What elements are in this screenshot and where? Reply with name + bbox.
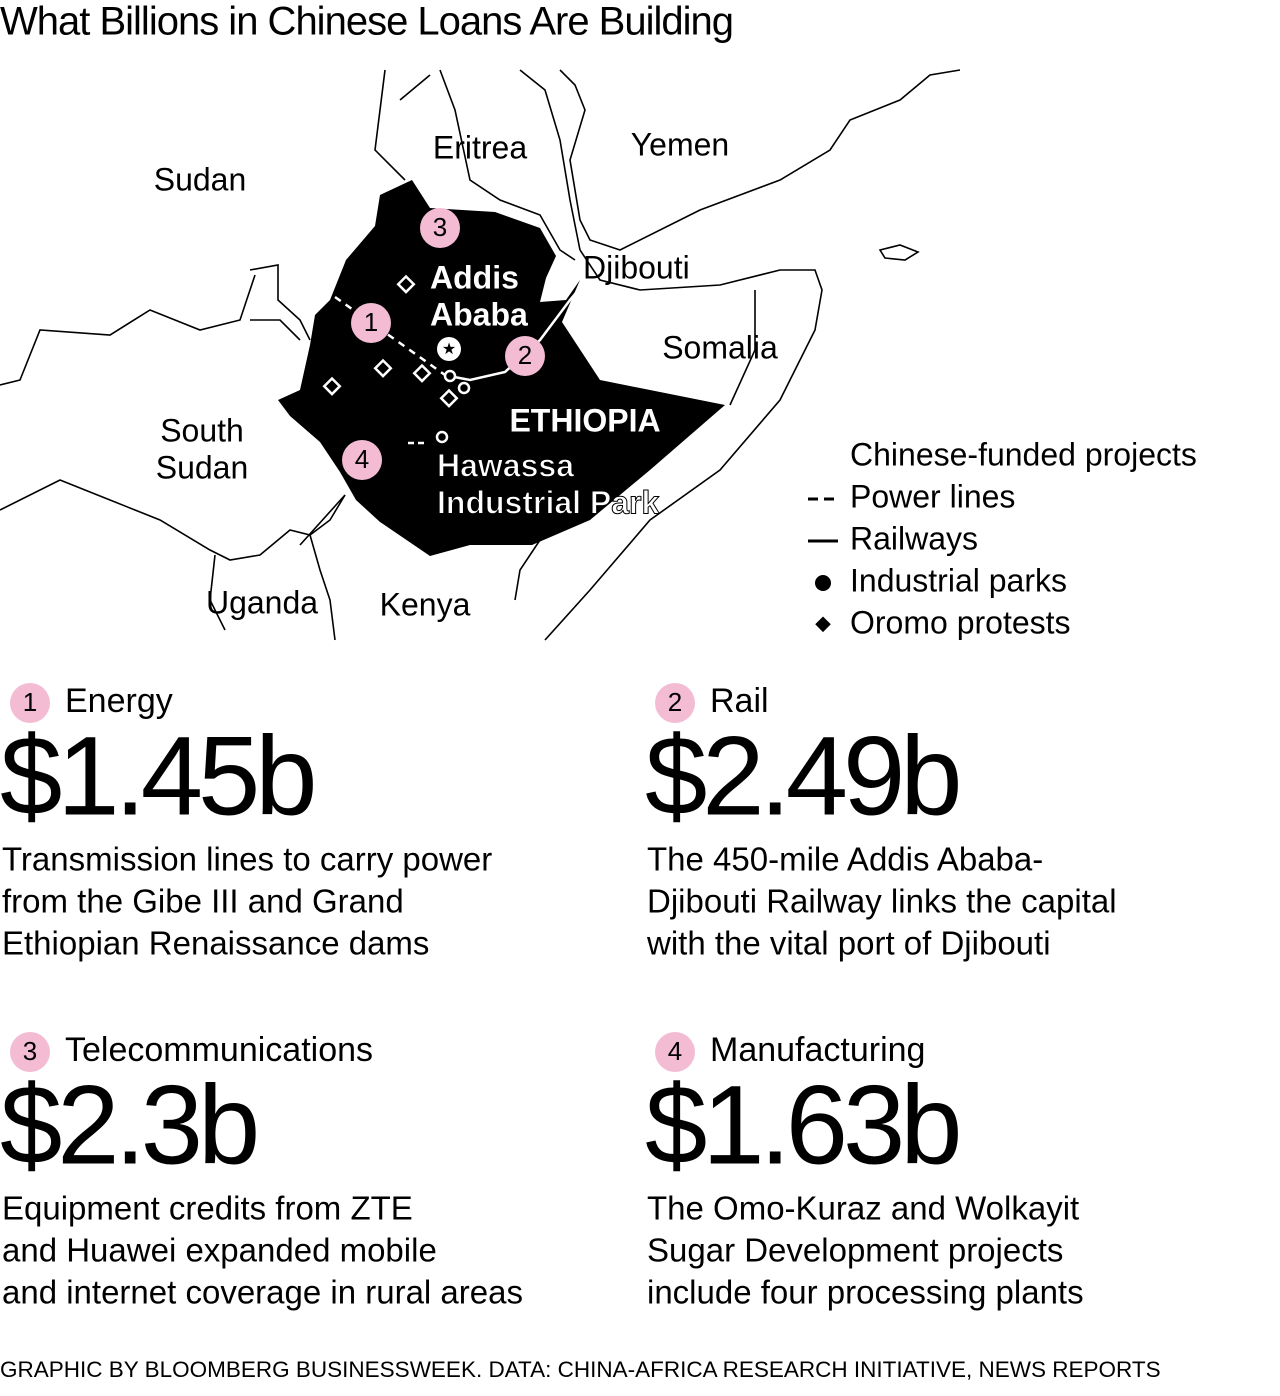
- card-description: include four processing plants: [647, 1274, 1084, 1311]
- border: [559, 69, 961, 251]
- map-label: Ababa: [430, 296, 528, 332]
- card-description: and Huawei expanded mobile: [2, 1232, 437, 1269]
- map-label: Sudan: [156, 449, 249, 485]
- legend-item: Oromo protests: [850, 604, 1071, 640]
- card-badge: [10, 1032, 50, 1072]
- ethiopia: [278, 180, 725, 556]
- footer-credit: GRAPHIC BY BLOOMBERG BUSINESSWEEK. DATA:…: [0, 1357, 1161, 1382]
- card-category: Energy: [65, 682, 173, 720]
- project-marker: [420, 208, 460, 248]
- title: What Billions in Chinese Loans Are Build…: [0, 0, 733, 44]
- card-description: with the vital port of Djibouti: [646, 925, 1051, 962]
- card-description: The Omo-Kuraz and Wolkayit: [647, 1190, 1079, 1227]
- legend-item: Industrial parks: [850, 562, 1067, 598]
- card-description: Ethiopian Renaissance dams: [2, 925, 429, 962]
- legend-symbols: [808, 497, 838, 633]
- project-marker: [505, 336, 545, 376]
- capital: [437, 337, 461, 361]
- legend-item: Power lines: [850, 478, 1015, 514]
- map-label: ETHIOPIA: [509, 402, 660, 438]
- map-label: South: [160, 412, 244, 448]
- border: [249, 264, 311, 341]
- card-description: Sugar Development projects: [647, 1232, 1063, 1269]
- map-label: Sudan: [154, 161, 247, 197]
- project-marker-number: 1: [364, 307, 378, 337]
- card-badge: [655, 683, 695, 723]
- border: [374, 69, 581, 261]
- map-label: Yemen: [631, 126, 729, 162]
- map-label: Hawassa: [437, 447, 574, 483]
- map: ★: [0, 69, 961, 641]
- card-number: 1: [23, 687, 37, 717]
- card-description: Transmission lines to carry power: [2, 841, 492, 878]
- card-description: and internet coverage in rural areas: [2, 1274, 523, 1311]
- card-number: 2: [668, 687, 682, 717]
- power-line: [334, 295, 446, 377]
- card-category: Rail: [710, 682, 769, 720]
- map-label: Industrial Park: [437, 484, 660, 520]
- card-description: from the Gibe III and Grand: [2, 883, 404, 920]
- protest-markers: [322, 274, 459, 408]
- border: [0, 274, 301, 386]
- card-amount: $1.63b: [645, 1063, 958, 1188]
- card-badge: [655, 1032, 695, 1072]
- project-marker: [351, 303, 391, 343]
- card-description: The 450-mile Addis Ababa-: [647, 841, 1043, 878]
- border: [544, 249, 823, 641]
- card-number: 3: [23, 1036, 37, 1066]
- project-marker-number: 2: [518, 340, 532, 370]
- project-marker: [342, 440, 382, 480]
- border: [878, 244, 920, 261]
- card-amount: $2.3b: [0, 1063, 256, 1188]
- card-amount: $1.45b: [0, 714, 313, 839]
- project-marker-number: 4: [355, 444, 369, 474]
- card-category: Telecommunications: [65, 1031, 373, 1069]
- map-label: Uganda: [206, 584, 318, 620]
- border: [729, 290, 756, 406]
- card-badge: [10, 683, 50, 723]
- card-description: Djibouti Railway links the capital: [647, 883, 1117, 920]
- card-category: Manufacturing: [710, 1031, 925, 1069]
- map-label: Addis: [430, 259, 519, 295]
- capital-star: ★: [442, 341, 456, 358]
- map-label: Eritrea: [433, 129, 527, 165]
- map-label: Kenya: [380, 586, 471, 622]
- park-markers: [435, 369, 471, 444]
- legend-title: Chinese-funded projects: [850, 436, 1197, 472]
- legend-item: Railways: [850, 520, 978, 556]
- border: [299, 494, 541, 601]
- card-number: 4: [668, 1036, 682, 1066]
- map-label: Djibouti: [583, 249, 690, 285]
- card-amount: $2.49b: [645, 714, 958, 839]
- project-marker-number: 3: [433, 212, 447, 242]
- map-label: Somalia: [662, 329, 778, 365]
- border: [0, 479, 346, 641]
- card-description: Equipment credits from ZTE: [2, 1190, 413, 1227]
